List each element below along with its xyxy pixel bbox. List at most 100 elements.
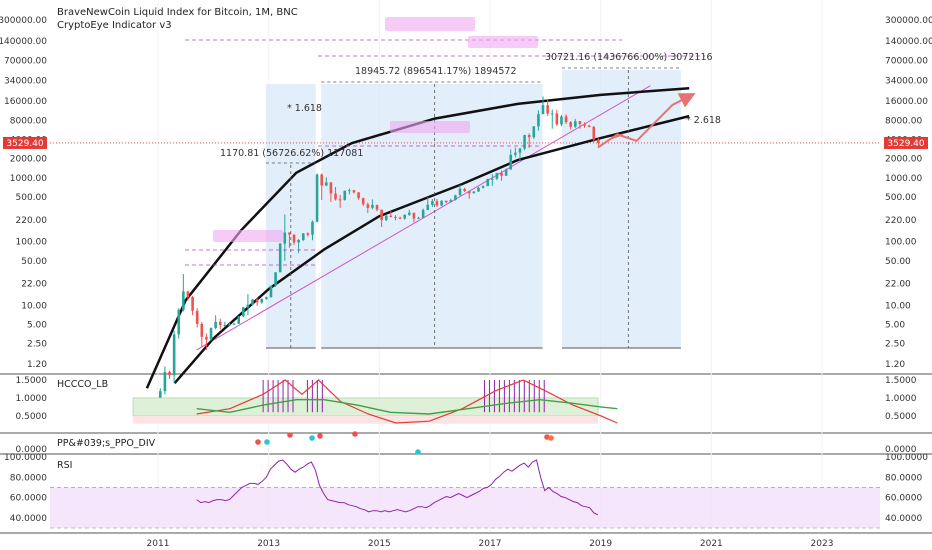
candle-body [458, 188, 462, 196]
x-tick: 2013 [257, 539, 280, 549]
y-tick-left: 50.00 [21, 257, 47, 267]
candle-body [592, 126, 596, 140]
ppo-div-pane[interactable]: PP&#039;s_PPO_DIV 0.0000 0.0000 [16, 431, 917, 455]
candle-body [403, 214, 406, 219]
candle-body [435, 201, 439, 206]
candle-body [177, 309, 181, 335]
candle-body [168, 371, 171, 376]
candle-body [371, 205, 374, 208]
candle-body [550, 113, 554, 115]
candle-body [555, 113, 559, 125]
candle-body [394, 216, 397, 218]
candle-body [172, 334, 176, 376]
hccco-pane[interactable]: 1.5000 1.5000 1.0000 1.0000 0.5000 0.5000 HCCC… [16, 376, 917, 424]
candle-body [417, 217, 420, 219]
time-axis[interactable]: 2011 2013 2015 2017 2019 2021 2023 [147, 539, 834, 549]
candle-body [481, 186, 485, 188]
candle-body [504, 169, 508, 176]
candle-body [541, 105, 545, 115]
y-tick-left: 10.00 [21, 301, 47, 311]
candle-body [467, 190, 471, 194]
candle-body [228, 324, 231, 326]
candle-body [265, 297, 268, 299]
price-badge-left-text: 3529.40 [6, 139, 43, 149]
rsi-line [196, 459, 599, 516]
rsi-title: RSI [57, 460, 72, 471]
candle-body [348, 190, 351, 192]
candle-body [218, 321, 222, 326]
candle-body [527, 135, 531, 138]
candle-body [472, 191, 476, 194]
price-pane[interactable]: 300000.00 300000.00 140000.00 140000.00 7000… [0, 0, 932, 534]
range-label [385, 17, 475, 31]
chart-title: BraveNewCoin Liquid Index for Bitcoin, 1… [57, 7, 298, 18]
rsi-tick-right: 40.0000 [885, 514, 922, 524]
y-tick-left: 500.00 [16, 193, 48, 203]
candle-body [343, 190, 347, 200]
y-tick-right: 100.00 [885, 238, 917, 248]
y-tick-left: 5.00 [27, 321, 47, 331]
y-tick-left: 2.50 [27, 340, 47, 350]
candle-body [306, 233, 310, 235]
measure-region [561, 70, 681, 348]
candle-body [564, 116, 568, 123]
candle-body [537, 114, 540, 127]
measure-proj-label: 30721.16 (1436766.00%) 3072116 [545, 52, 713, 63]
fib-2618-label: * 2.618 [686, 115, 721, 126]
rsi-tick-right: 60.0000 [885, 494, 922, 504]
divergence-dot [309, 435, 315, 441]
y-tick-right: 34000.00 [885, 76, 928, 86]
y-tick-right: 16000.00 [885, 97, 928, 107]
projection-arrow [597, 93, 696, 149]
y-tick-left: 70000.00 [4, 56, 47, 66]
upper-curve [145, 86, 690, 389]
candle-body [325, 182, 328, 186]
candle-body [412, 212, 416, 219]
candle-body [251, 299, 254, 305]
price-badge-right [884, 136, 928, 149]
candle-body [380, 209, 383, 221]
candle-body [292, 234, 296, 243]
hccco-tick-left: 0.5000 [16, 412, 48, 422]
y-tick-left: 100.00 [16, 238, 48, 248]
divergence-dot [352, 431, 358, 437]
hccco-fast-line [196, 379, 618, 424]
candle-body [426, 204, 430, 210]
candle-body [518, 148, 522, 153]
candle-body [449, 200, 453, 203]
hccco-title: HCCCO_LB [57, 379, 108, 390]
y-tick-right: 1.20 [885, 360, 905, 370]
y-tick-left: 8000.00 [10, 116, 47, 126]
candle-body [454, 195, 457, 201]
hccco-zone-red [133, 415, 598, 424]
y-tick-right: 70000.00 [885, 56, 928, 66]
y-tick-right: 2000.00 [885, 155, 922, 165]
rsi-pane[interactable]: 100.0000 100.0000 80.0000 80.0000 60.0000 60.… [4, 453, 928, 529]
candle-body [246, 304, 250, 308]
candle-body [532, 126, 536, 138]
candle-body [269, 285, 273, 298]
rsi-tick-left: 80.0000 [10, 473, 47, 483]
candle-body [569, 122, 572, 127]
y-tick-left: 2000.00 [10, 155, 47, 165]
candle-body [583, 124, 586, 126]
candle-body [242, 307, 245, 317]
x-tick: 2017 [479, 539, 502, 549]
candle-body [361, 198, 365, 205]
rsi-tick-right: 100.0000 [885, 453, 928, 463]
y-tick-left: 220.00 [16, 216, 48, 226]
y-tick-right: 8000.00 [885, 116, 922, 126]
rsi-band [50, 487, 880, 528]
projection-arrow-tip [611, 133, 624, 140]
candle-body [311, 221, 314, 235]
hccco-tick-right: 1.5000 [885, 376, 917, 386]
price-badge-left [3, 136, 47, 149]
candle-body [297, 239, 300, 243]
candle-body [260, 298, 264, 303]
y-tick-left: 22.00 [21, 279, 47, 289]
y-tick-right: 10.00 [885, 301, 911, 311]
measure-2013-label: 1170.81 (56726.62%) 117081 [220, 148, 363, 159]
x-tick: 2019 [589, 539, 612, 549]
rsi-tick-right: 80.0000 [885, 473, 922, 483]
